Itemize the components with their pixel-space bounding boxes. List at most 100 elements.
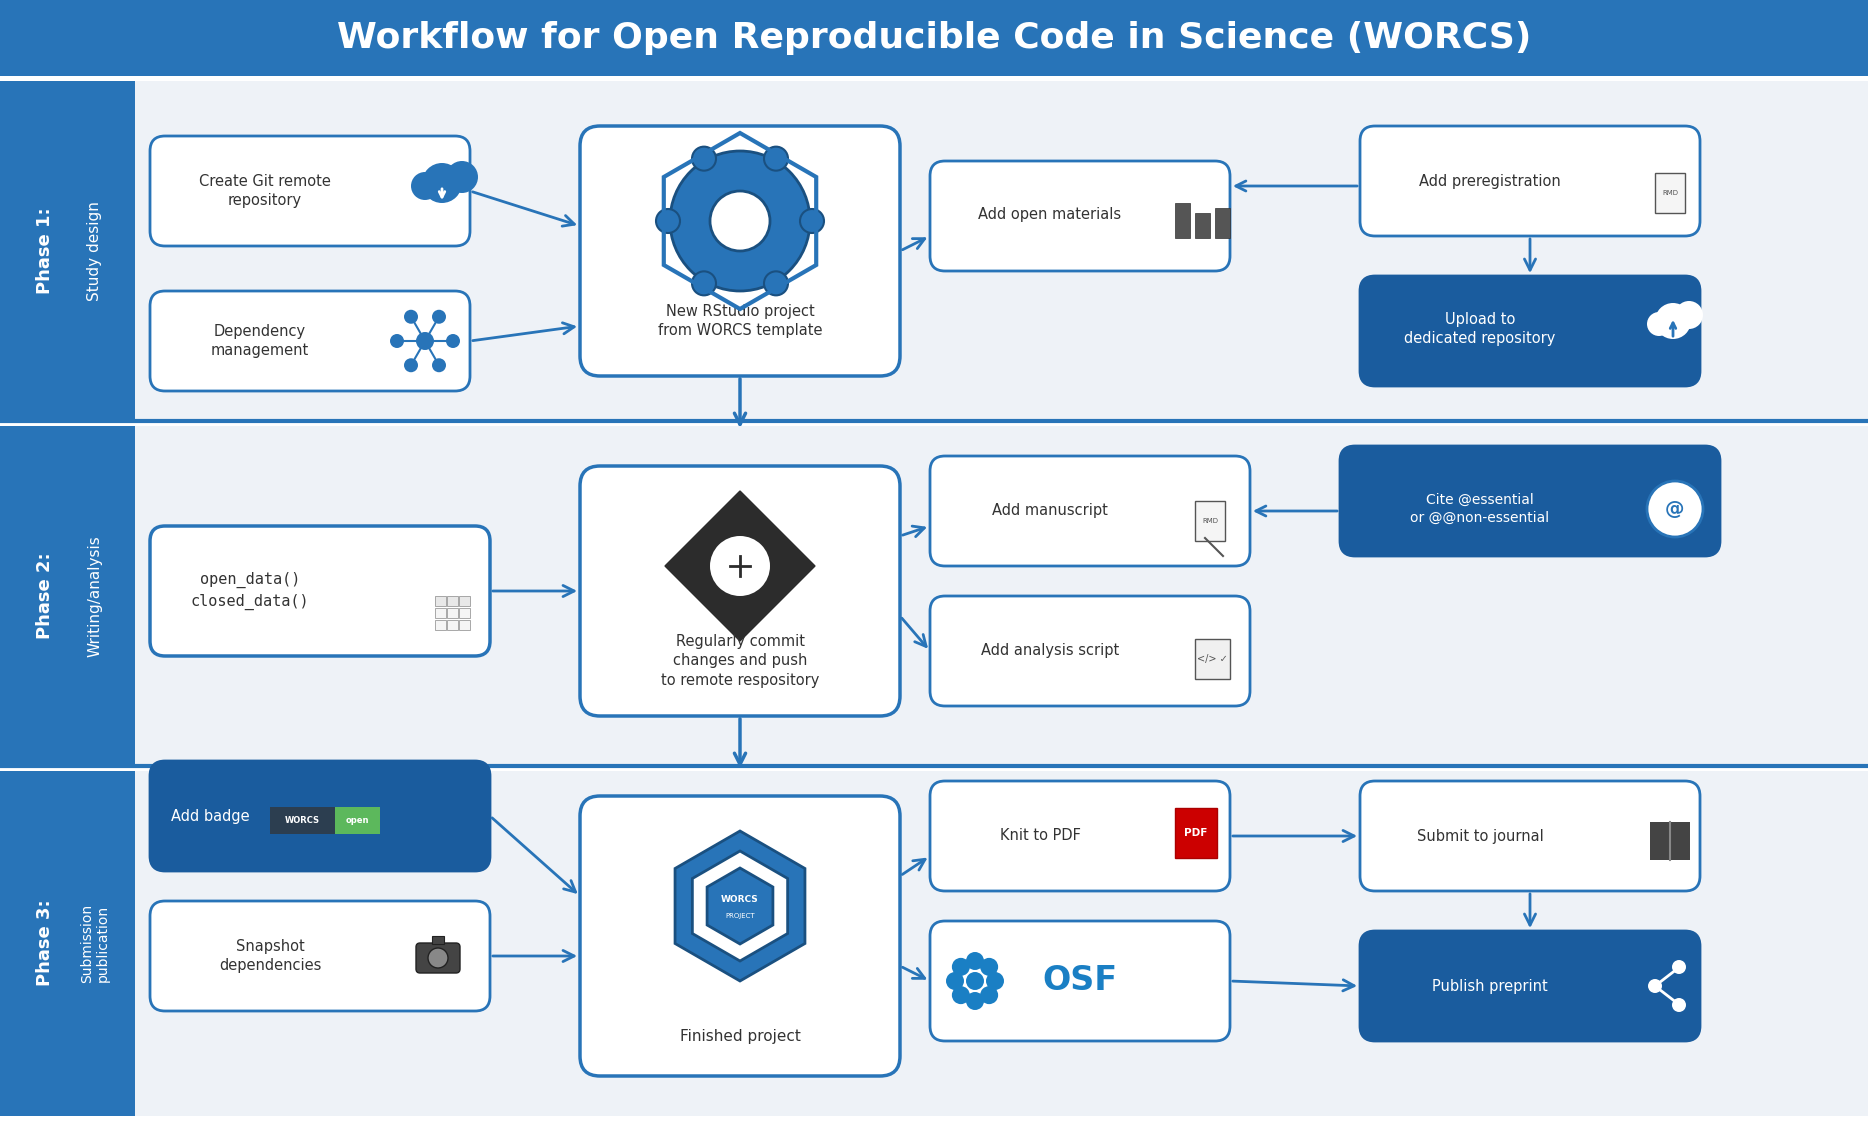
Circle shape — [691, 271, 715, 295]
Circle shape — [691, 146, 715, 171]
Bar — [1649, 822, 1691, 860]
Polygon shape — [708, 868, 773, 944]
Bar — [435, 596, 446, 606]
Circle shape — [945, 972, 964, 990]
Text: Cite @essential
or @@non-essential: Cite @essential or @@non-essential — [1410, 493, 1550, 525]
Circle shape — [1648, 481, 1704, 537]
Circle shape — [411, 172, 439, 200]
Bar — [1175, 808, 1216, 858]
Bar — [1196, 213, 1210, 238]
Circle shape — [966, 972, 984, 990]
FancyBboxPatch shape — [149, 761, 489, 872]
Text: Publish preprint: Publish preprint — [1433, 978, 1549, 993]
Polygon shape — [693, 851, 788, 960]
Text: Finished project: Finished project — [680, 1028, 800, 1044]
Text: WORCS: WORCS — [721, 895, 758, 904]
Circle shape — [428, 948, 448, 968]
Circle shape — [1648, 312, 1672, 336]
Bar — [0, 426, 1868, 766]
FancyBboxPatch shape — [1360, 781, 1700, 891]
FancyBboxPatch shape — [930, 781, 1229, 891]
Bar — [334, 807, 379, 834]
Text: Phase 1:: Phase 1: — [35, 207, 54, 294]
Text: @: @ — [1664, 500, 1685, 518]
Bar — [1196, 501, 1225, 540]
Circle shape — [656, 209, 680, 233]
Text: Create Git remote
repository: Create Git remote repository — [200, 173, 331, 208]
Bar — [460, 620, 471, 631]
Circle shape — [710, 536, 770, 596]
Text: Add analysis script: Add analysis script — [981, 643, 1119, 659]
Circle shape — [432, 310, 446, 324]
Text: New RStudio project
from WORCS template: New RStudio project from WORCS template — [658, 304, 822, 339]
Circle shape — [403, 310, 418, 324]
Circle shape — [710, 191, 770, 251]
Bar — [0, 771, 134, 1116]
FancyBboxPatch shape — [149, 901, 489, 1011]
Text: open_data()
closed_data(): open_data() closed_data() — [191, 572, 310, 610]
Text: Add badge: Add badge — [170, 808, 248, 823]
Bar — [460, 596, 471, 606]
Circle shape — [764, 271, 788, 295]
Bar — [460, 608, 471, 618]
Bar — [271, 807, 334, 834]
Bar — [0, 81, 1868, 421]
Text: Add manuscript: Add manuscript — [992, 503, 1108, 518]
Bar — [0, 81, 134, 421]
FancyBboxPatch shape — [930, 921, 1229, 1042]
Circle shape — [446, 334, 460, 348]
Bar — [432, 936, 445, 944]
Text: Writing/analysis: Writing/analysis — [88, 535, 103, 656]
Text: Submission
publication: Submission publication — [80, 903, 110, 983]
Circle shape — [966, 992, 984, 1010]
Circle shape — [953, 958, 969, 976]
Text: Add open materials: Add open materials — [979, 206, 1121, 222]
FancyBboxPatch shape — [930, 456, 1250, 566]
Bar — [0, 771, 1868, 1116]
Circle shape — [953, 986, 969, 1004]
Bar — [1175, 203, 1190, 238]
FancyBboxPatch shape — [579, 796, 900, 1076]
Circle shape — [1648, 978, 1663, 993]
Text: Upload to
dedicated repository: Upload to dedicated repository — [1405, 312, 1556, 347]
Circle shape — [422, 163, 461, 203]
Bar — [446, 596, 458, 606]
Bar — [1655, 173, 1685, 213]
Circle shape — [390, 334, 403, 348]
Bar — [446, 620, 458, 631]
Text: Add preregistration: Add preregistration — [1420, 173, 1562, 188]
Circle shape — [764, 146, 788, 171]
Circle shape — [800, 209, 824, 233]
Polygon shape — [674, 831, 805, 981]
Text: Regularly commit
changes and push
to remote respository: Regularly commit changes and push to rem… — [661, 634, 820, 688]
Circle shape — [966, 951, 984, 969]
Text: Knit to PDF: Knit to PDF — [999, 829, 1080, 843]
Text: Snapshot
dependencies: Snapshot dependencies — [219, 939, 321, 973]
Circle shape — [1672, 998, 1687, 1012]
Circle shape — [403, 358, 418, 373]
Bar — [0, 426, 134, 766]
Text: Phase 3:: Phase 3: — [35, 900, 54, 986]
Text: OSF: OSF — [1042, 965, 1117, 998]
Bar — [1214, 208, 1229, 238]
Bar — [1196, 638, 1229, 679]
Text: PDF: PDF — [1184, 828, 1209, 838]
FancyBboxPatch shape — [930, 161, 1229, 271]
Text: open: open — [346, 816, 370, 825]
Circle shape — [671, 151, 811, 291]
Bar — [446, 608, 458, 618]
Circle shape — [986, 972, 1003, 990]
FancyBboxPatch shape — [149, 291, 471, 391]
Bar — [435, 608, 446, 618]
Bar — [0, 0, 1868, 75]
Text: RMD: RMD — [1201, 518, 1218, 524]
Circle shape — [446, 161, 478, 193]
FancyBboxPatch shape — [417, 942, 460, 973]
Circle shape — [417, 332, 433, 350]
FancyBboxPatch shape — [149, 136, 471, 245]
Text: Dependency
management: Dependency management — [211, 323, 308, 358]
FancyBboxPatch shape — [149, 526, 489, 656]
Text: Study design: Study design — [88, 202, 103, 301]
Circle shape — [981, 986, 998, 1004]
Text: PROJECT: PROJECT — [725, 913, 755, 919]
